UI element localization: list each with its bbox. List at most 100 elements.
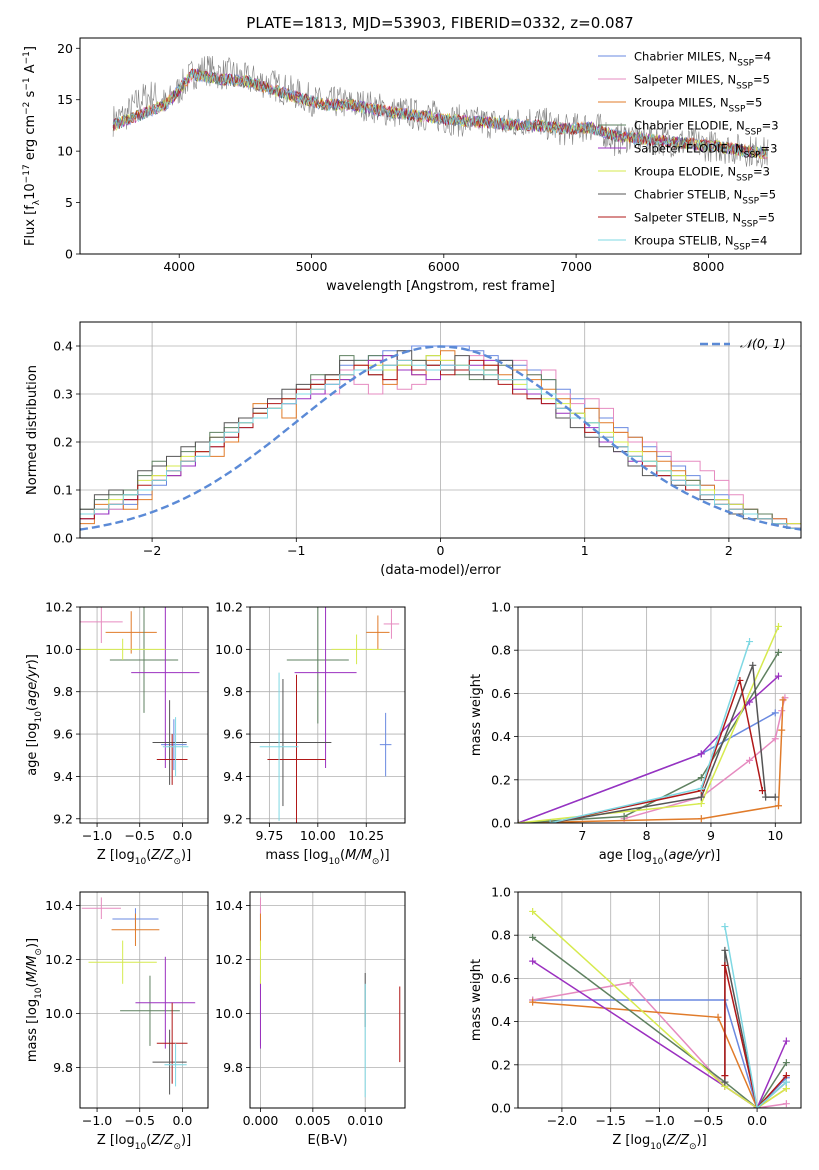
weight-marker	[697, 774, 705, 782]
y-tick-label: 10	[57, 144, 73, 159]
y-tick-label: 0.4	[491, 729, 511, 744]
x-tick-label: −2.0	[547, 1113, 577, 1128]
y-tick-label: 1.0	[491, 885, 511, 900]
x-tick-label: −1	[287, 543, 305, 558]
panel-age_vs_Z: −1.0 −0.5 0.0 9.2 9.4 9.6 9.8 10.0 10.2 Z [log10(…	[25, 600, 209, 867]
spectrum-lines	[112, 55, 769, 168]
x-axis-label: Z [log10(Z/Z⊙)]	[612, 1133, 706, 1152]
weight-line	[532, 910, 787, 1108]
weight-marker	[771, 735, 779, 743]
x-tick-label: −1.0	[644, 1113, 674, 1128]
plot-frame	[249, 606, 406, 824]
legend-label: Kroupa MILES, NSSP=5	[634, 96, 762, 115]
x-tick-label: 6000	[428, 259, 460, 274]
y-tick-label: 9.6	[53, 727, 73, 742]
x-axis-label: Z [log10(Z/Z⊙)]	[97, 848, 191, 867]
weight-marker	[626, 979, 634, 987]
y-axis-label: mass [log10(M/M⊙)]	[25, 938, 44, 1062]
weight-marker	[782, 1059, 790, 1067]
y-tick-label: 0.8	[491, 928, 511, 943]
plot-frame	[79, 321, 802, 539]
y-tick-label: 10.0	[215, 642, 243, 657]
panel-mass_vs_Z: −1.0 −0.5 0.0 9.8 10.0 10.2 10.4 Z [log10(Z/Z⊙)…	[25, 891, 209, 1152]
x-tick-label: 10.25	[348, 828, 384, 843]
legend-label: Kroupa STELIB, NSSP=4	[634, 234, 767, 253]
x-tick-label: −0.5	[125, 1113, 155, 1128]
y-tick-label: 0.6	[491, 971, 511, 986]
y-tick-label: 0.0	[53, 531, 73, 546]
x-tick-label: 8000	[692, 259, 724, 274]
y-tick-label: 10.4	[215, 898, 243, 913]
x-axis-label: (data-model)/error	[380, 563, 501, 578]
y-tick-label: 9.8	[53, 684, 73, 699]
x-axis-label: mass [log10(M/M⊙)]	[265, 848, 389, 867]
x-tick-label: 7000	[560, 259, 592, 274]
spectrum-legend: Chabrier MILES, NSSP=4 Salpeter MILES, NS…	[598, 50, 779, 253]
panel-mass_weight_vs_Z: −2.0 −1.5 −1.0 −0.5 0.0 0.0 0.2 0.4 0.6 0.8 1.0 Z […	[469, 885, 802, 1152]
y-tick-label: 15	[57, 92, 73, 107]
x-tick-label: 0.0	[172, 1113, 192, 1128]
plot-frame	[79, 37, 802, 255]
weight-lines	[529, 907, 790, 1108]
x-tick-label: −1.5	[596, 1113, 626, 1128]
legend-label: Chabrier ELODIE, NSSP=3	[634, 119, 779, 138]
y-tick-label: 10.2	[215, 952, 243, 967]
y-tick-label: 9.4	[53, 769, 73, 784]
normal-curve	[80, 345, 801, 531]
x-tick-label: 0.0	[172, 828, 192, 843]
weight-marker	[758, 787, 766, 795]
model-spectrum-line	[112, 69, 768, 159]
histogram-series	[80, 359, 801, 538]
y-axis-label: mass weight	[469, 959, 484, 1041]
y-tick-label: 10.0	[45, 642, 73, 657]
y-tick-label: 9.2	[53, 811, 73, 826]
y-axis-label: mass weight	[469, 674, 484, 756]
plot-frame	[79, 891, 209, 1109]
x-tick-label: −1.0	[82, 1113, 112, 1128]
panel-mass_weight_vs_age: 7 8 9 10 0.0 0.2 0.4 0.6 0.8 1.0 age [log10(age/yr…	[469, 600, 802, 867]
weight-marker	[620, 813, 628, 821]
y-tick-label: 0	[65, 247, 73, 262]
weight-marker	[697, 815, 705, 823]
weight-line	[550, 641, 751, 823]
y-tick-label: 0.3	[53, 387, 73, 402]
y-tick-label: 10.2	[45, 952, 73, 967]
x-tick-label: −0.5	[125, 828, 155, 843]
y-axis-label: Flux [fλ10−17 erg cm−2 s−1 A−1]	[22, 46, 42, 246]
weight-marker	[771, 709, 779, 717]
plot-frame	[517, 891, 802, 1109]
weight-marker	[546, 819, 554, 823]
weight-line	[518, 675, 779, 823]
weight-line	[550, 677, 764, 823]
weight-marker	[529, 907, 537, 915]
y-tick-label: 10.4	[45, 898, 73, 913]
y-tick-label: 5	[65, 195, 73, 210]
x-tick-label: 9	[707, 828, 715, 843]
weight-marker	[782, 1072, 790, 1080]
error-bars	[81, 897, 196, 1095]
error-bars	[250, 607, 400, 823]
x-tick-label: 10.00	[300, 828, 336, 843]
plot-frame	[249, 891, 406, 1109]
x-tick-label: 0	[437, 543, 445, 558]
histogram-steps	[80, 345, 801, 538]
weight-marker	[736, 676, 744, 684]
y-tick-label: 0.1	[53, 483, 73, 498]
y-tick-label: 0.4	[491, 1014, 511, 1029]
plot-frame	[79, 606, 209, 824]
legend-label: Salpeter ELODIE, NSSP=3	[634, 142, 777, 161]
panel-mass_vs_EBV: 0.000 0.005 0.010 9.8 10.0 10.2 10.4 E(B-V)	[215, 891, 406, 1148]
y-tick-label: 0.0	[491, 1101, 511, 1116]
y-tick-label: 9.8	[223, 1060, 243, 1075]
weight-marker	[697, 750, 705, 758]
weight-line	[724, 965, 787, 1108]
y-tick-label: 0.6	[491, 686, 511, 701]
x-tick-label: 1	[581, 543, 589, 558]
weight-marker	[782, 1085, 790, 1093]
error-bars	[259, 897, 401, 1098]
x-axis-label: age [log10(age/yr)]	[599, 848, 721, 867]
legend-label: Salpeter MILES, NSSP=5	[634, 73, 770, 92]
x-tick-label: 0.000	[243, 1113, 279, 1128]
x-tick-label: 10	[767, 828, 783, 843]
x-tick-label: 4000	[163, 259, 195, 274]
